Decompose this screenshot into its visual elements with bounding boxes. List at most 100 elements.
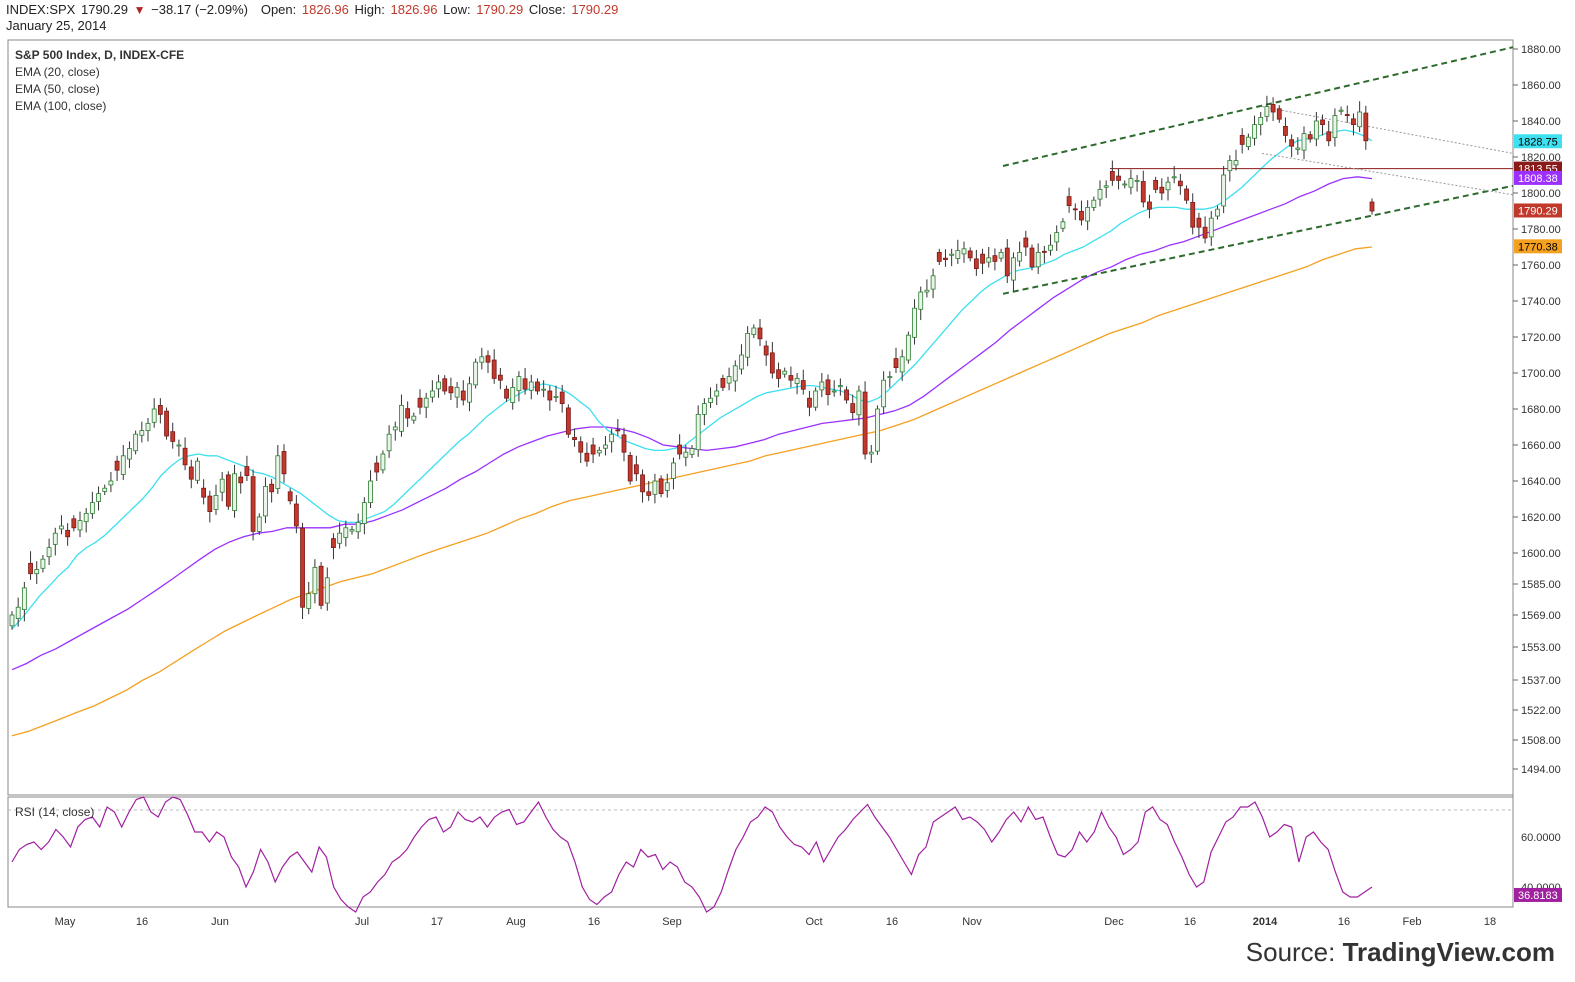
candle-body [1233, 160, 1239, 166]
candle-body [436, 381, 441, 390]
price-tick-label: 1620.00 [1521, 512, 1561, 524]
candle-body [807, 397, 812, 408]
price-tick-label: 1780.00 [1521, 224, 1561, 236]
price-tick-label: 1522.00 [1521, 705, 1561, 717]
price-tick-label: 1660.00 [1521, 440, 1561, 452]
candle-body [794, 377, 800, 384]
legend-ema50: EMA (50, close) [15, 82, 100, 96]
candle-body [1023, 237, 1029, 248]
candle-body [1171, 176, 1177, 179]
candle-body [331, 538, 336, 548]
open-label: Open: [260, 2, 297, 17]
candle-body [949, 253, 955, 256]
time-tick-label: May [55, 916, 76, 928]
candle-body [992, 255, 998, 262]
candle-body [726, 376, 732, 384]
candle-body [980, 253, 985, 264]
candle-body [448, 386, 454, 394]
candle-body [1239, 134, 1245, 145]
change-value: −38.17 (−2.09%) [151, 2, 248, 17]
upper-channel-line [1002, 46, 1514, 167]
candle-body [337, 532, 343, 544]
price-tick-label: 1569.00 [1521, 610, 1561, 622]
candle-body [157, 404, 163, 415]
price-tick-label: 1760.00 [1521, 260, 1561, 272]
candle-body [188, 466, 194, 480]
candle-body [46, 547, 52, 558]
candle-body [516, 376, 522, 392]
candle-body [1109, 170, 1115, 181]
candle-body [899, 356, 905, 373]
candle-body [596, 449, 602, 454]
candle-body [1103, 185, 1109, 188]
time-axis: May 16 Jun Jul 17 Aug 16 Sep Oct 16 Nov Dec 16 2014 16… [55, 916, 1497, 928]
candle-body [1344, 114, 1350, 116]
candle-body [528, 381, 534, 391]
candle-body [961, 248, 967, 255]
candle-body [664, 482, 670, 491]
candle-body [1153, 179, 1159, 190]
candle-body [757, 327, 763, 340]
source-brand: TradingView.com [1342, 937, 1555, 967]
candle-body [881, 379, 887, 408]
symbol-label: INDEX:SPX [6, 2, 76, 17]
rsi-tick-label: 60.0000 [1521, 832, 1561, 844]
price-tick-label: 1880.00 [1521, 44, 1561, 56]
price-chart[interactable]: 1880.00 1860.00 1840.00 1820.00 1800.00 1780.… [0, 0, 1575, 940]
candle-body [776, 369, 781, 379]
candle-body [269, 483, 275, 493]
candle-body [1079, 210, 1084, 221]
candle-body [522, 378, 528, 390]
candle-body [1276, 108, 1282, 120]
candle-body [943, 257, 948, 261]
price-tick-label: 1537.00 [1521, 675, 1561, 687]
candle-body [386, 433, 392, 452]
time-tick-label: 16 [1338, 916, 1350, 928]
legend-title: S&P 500 Index, D, INDEX-CFE [15, 48, 184, 62]
time-tick-label: Sep [662, 916, 682, 928]
candle-body [139, 430, 145, 436]
candle-body [405, 408, 411, 419]
candle-body [652, 480, 658, 495]
candle-body [1140, 181, 1146, 203]
price-tick-label: 1585.00 [1521, 579, 1561, 591]
candle-body [355, 522, 361, 533]
candle-body [677, 444, 683, 455]
ema-path [11, 129, 1373, 630]
candle-body [565, 407, 571, 435]
candle-body [71, 518, 77, 529]
time-tick-label: Oct [805, 916, 822, 928]
candle-body [875, 408, 880, 452]
candle-body [1060, 221, 1066, 229]
candle-body [349, 529, 355, 532]
open-value: 1826.96 [301, 2, 349, 17]
time-tick-label: Nov [962, 916, 982, 928]
price-pane[interactable] [7, 39, 1514, 796]
candle-body [306, 593, 312, 609]
price-tick-label: 1494.00 [1521, 764, 1561, 776]
candle-body [423, 397, 429, 408]
candle-body [497, 374, 503, 381]
source-prefix: Source: [1245, 937, 1343, 967]
price-tick-label: 1640.00 [1521, 476, 1561, 488]
trend-lines [1002, 46, 1514, 295]
candle-body [973, 258, 979, 270]
candle-body [844, 389, 849, 401]
candle-body [1301, 133, 1307, 151]
candle-body [491, 359, 497, 379]
rsi-pane[interactable] [7, 796, 1514, 908]
candle-body [21, 587, 27, 610]
candle-body [1338, 109, 1344, 112]
candle-body [89, 502, 95, 514]
candle-body [102, 487, 108, 492]
candle-body [479, 356, 485, 363]
time-tick-label: Dec [1104, 916, 1124, 928]
price-axis: 1880.00 1860.00 1840.00 1820.00 1800.00 1780.… [1513, 44, 1561, 894]
candle-body [1357, 111, 1363, 128]
quote-row: INDEX:SPX 1790.29 ▼ −38.17 (−2.09%) Open… [6, 2, 620, 18]
candle-body [627, 455, 633, 482]
candle-body [473, 361, 479, 386]
candle-body [361, 502, 367, 524]
candle-body [658, 478, 664, 494]
candle-body [1320, 119, 1325, 125]
